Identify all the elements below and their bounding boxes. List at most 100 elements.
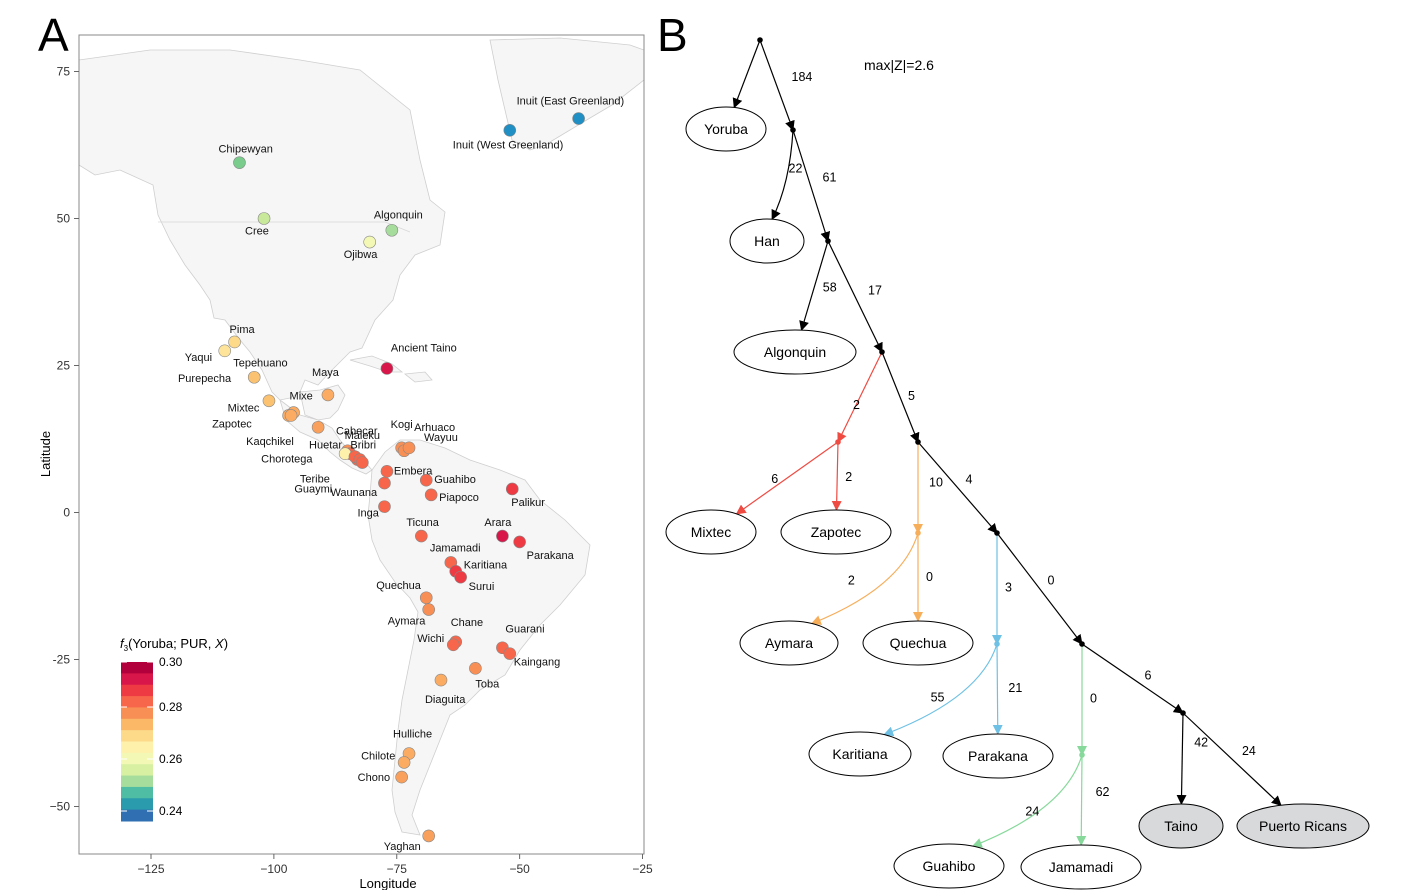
population-marker (419, 591, 433, 605)
population-label: Guaymi (294, 484, 332, 496)
legend-swatch (121, 764, 153, 777)
edge-weight-label: 17 (868, 284, 882, 298)
population-label: Piapoco (439, 492, 479, 504)
population-marker (378, 500, 391, 513)
legend-title-rest: (Yoruba; PUR, (128, 636, 215, 651)
edge-weight-label: 21 (1008, 681, 1022, 695)
legend-swatch (121, 673, 153, 686)
population-node (893, 843, 1005, 889)
legend-swatch (121, 741, 153, 754)
graph-edge (1081, 643, 1184, 714)
legend-label: 0.24 (159, 804, 183, 818)
population-node-label: Quechua (890, 635, 947, 651)
population-node (685, 106, 767, 152)
edge-weight-label: 5 (908, 389, 915, 403)
legend-label: 0.26 (159, 752, 183, 766)
legend-swatch (121, 730, 153, 742)
population-label: Inga (357, 508, 379, 520)
population-marker (446, 638, 460, 652)
population-marker (505, 482, 519, 496)
population-label: Kaqchikel (246, 436, 294, 448)
population-node-label: Mixtec (691, 524, 731, 540)
population-label: Kaingang (514, 657, 561, 669)
graph-edge (792, 129, 831, 242)
population-node-label: Taino (1164, 818, 1198, 834)
population-label: Teribe (300, 474, 330, 486)
population-label: Guarani (505, 624, 544, 636)
edge-weight-label: 58 (823, 281, 837, 295)
population-marker (311, 420, 325, 434)
population-label: Hulliche (393, 729, 432, 741)
panel-a-map: −125 −100 −75 −50 −25 75 50 25 0 -25 −50 Longitude… (38, 34, 653, 890)
population-node (780, 509, 892, 555)
population-label: Pima (230, 324, 256, 336)
population-marker (385, 223, 399, 237)
edge-weight-label: 0 (1090, 692, 1097, 706)
population-label: Ticuna (406, 517, 439, 529)
population-marker (402, 441, 416, 455)
population-marker (257, 212, 271, 225)
internal-node (835, 439, 841, 445)
graph-edge (1176, 712, 1187, 806)
population-markers: Inuit (East Greenland) Inuit (West Greenl… (178, 96, 624, 853)
graph-edge (771, 129, 794, 221)
legend-swatch (121, 696, 153, 708)
population-marker (503, 124, 517, 137)
population-marker (469, 662, 482, 675)
population-label: Maleku (345, 430, 380, 442)
population-label: Karitiana (464, 559, 508, 571)
legend-title: f3(Yoruba; PUR, X) (120, 636, 228, 653)
edge-weight-label: 62 (1096, 785, 1110, 799)
internal-node (1180, 710, 1186, 716)
population-marker (424, 488, 438, 502)
population-label: Chilote (361, 750, 395, 762)
population-marker (496, 529, 509, 543)
y-tick-label: 25 (57, 359, 71, 373)
map-frame (78, 34, 645, 855)
graph-edge (992, 643, 1003, 735)
x-tick-label: −125 (137, 862, 164, 876)
graph-edge (883, 643, 998, 737)
legend-swatch (121, 775, 153, 788)
internal-node (879, 349, 885, 355)
population-label: Palikur (511, 497, 545, 509)
population-node (1236, 803, 1370, 849)
edge-weight-label: 2 (853, 398, 860, 412)
x-tick-label: −100 (260, 862, 287, 876)
population-node-label: Parakana (968, 748, 1028, 764)
internal-node (994, 641, 1000, 647)
edge-weight-label: 10 (929, 476, 943, 490)
y-tick-label: 0 (63, 506, 70, 520)
population-label: Waunana (330, 487, 378, 499)
population-label: Maya (312, 367, 340, 379)
graph-edge (759, 39, 795, 131)
population-label: Cree (245, 226, 269, 238)
population-label: Arara (484, 517, 512, 529)
panel-b-letter: B (657, 9, 688, 61)
population-marker (454, 570, 467, 584)
population-marker (397, 756, 411, 769)
population-node-label: Jamamadi (1049, 859, 1114, 875)
population-marker (395, 770, 408, 784)
population-label: Kogi (391, 419, 413, 431)
legend-label: 0.30 (159, 655, 183, 669)
population-label: Yaghan (384, 841, 421, 853)
map-axis-ticks: −125 −100 −75 −50 −25 75 50 25 0 -25 −50 (50, 65, 653, 877)
population-node (1020, 844, 1142, 890)
graph-leaves: Yoruba Han Algonquin Mixtec Zapotec Aymara Que… (665, 106, 1370, 890)
graph-edge (799, 240, 829, 332)
canada-us-border (158, 221, 411, 233)
population-label: Toba (475, 678, 500, 690)
population-node (733, 329, 857, 375)
graph-edge (831, 441, 842, 512)
edge-weight-label: 24 (1242, 744, 1256, 758)
population-node-label: Algonquin (764, 344, 826, 360)
legend-swatch (121, 707, 153, 720)
population-label: Yaqui (185, 352, 212, 364)
population-node-label: Zapotec (811, 524, 862, 540)
graph-edge (1182, 712, 1282, 806)
population-marker (503, 647, 517, 660)
population-marker (378, 476, 391, 490)
population-marker (513, 535, 526, 549)
legend-label: 0.28 (159, 700, 183, 714)
